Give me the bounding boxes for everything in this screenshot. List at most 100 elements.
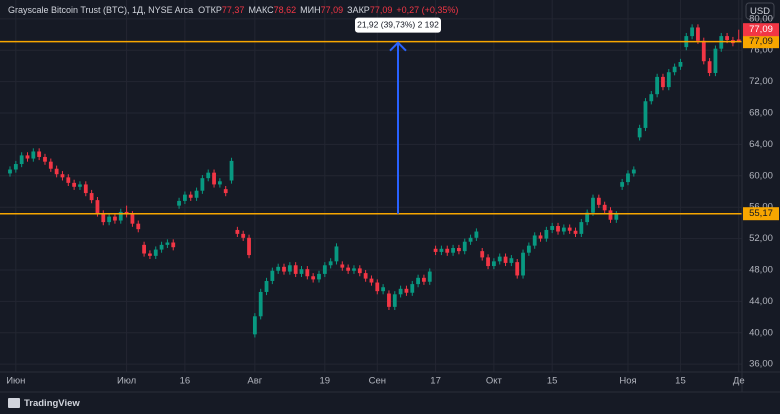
brand[interactable]: TradingView [8, 398, 80, 409]
candle-body [142, 244, 146, 254]
brand-logo [8, 398, 20, 408]
footer [0, 392, 780, 414]
legend-value: 77,09 [370, 5, 393, 15]
x-tick-label: 15 [675, 376, 686, 387]
candle-body [311, 276, 316, 280]
candle-body [346, 267, 351, 271]
candle-body [468, 237, 473, 242]
candle-body [328, 261, 333, 266]
legend-key: ОТКР [198, 5, 222, 15]
candle-body [352, 268, 356, 271]
last-price-label: 77,09 [749, 24, 773, 35]
candle-body [649, 94, 654, 102]
candle-body [66, 177, 71, 183]
x-tick-label: 16 [180, 376, 191, 387]
candle-body [282, 266, 286, 272]
candle-body [322, 265, 327, 274]
candle-body [148, 253, 152, 256]
candle-body [19, 155, 24, 165]
candle-body [672, 66, 677, 73]
x-tick-label: 19 [320, 376, 331, 387]
candle-body [398, 288, 403, 295]
candle-body [229, 160, 234, 181]
candle-body [387, 293, 391, 307]
candle-body [392, 294, 397, 307]
measure-label-box [355, 17, 441, 33]
candle-body [357, 268, 362, 274]
candle-body [661, 76, 665, 88]
candle-body [276, 266, 281, 271]
y-tick-label: 52,00 [749, 233, 773, 244]
candle-body [690, 27, 695, 37]
candle-body [107, 216, 112, 223]
candle-body [585, 212, 590, 223]
candle-body [427, 271, 432, 282]
candle-body [556, 226, 560, 232]
candle-body [293, 265, 298, 274]
last-price-box [743, 23, 779, 37]
x-tick-label: 17 [430, 376, 441, 387]
candle-body [404, 288, 409, 293]
candle-body [287, 265, 292, 272]
candle-body [130, 214, 135, 224]
candle-body [626, 173, 630, 183]
candle-body [83, 184, 88, 194]
candle-body [101, 213, 106, 223]
currency-box [745, 2, 775, 20]
x-tick-label: Де [733, 376, 745, 387]
currency-label: USD [750, 6, 770, 17]
candles [8, 24, 741, 338]
candle-body [655, 76, 660, 95]
candle-body [532, 235, 537, 246]
measure-arrowhead [389, 41, 407, 52]
y-tick-label: 48,00 [749, 264, 773, 275]
candle-body [521, 252, 525, 276]
candle-body [118, 211, 123, 221]
candle-body [212, 172, 216, 185]
legend-key: ЗАКР [347, 5, 370, 15]
y-tick-label: 72,00 [749, 76, 773, 87]
price-label: 55,17 [749, 208, 773, 219]
candle-body [183, 194, 187, 201]
y-tick-label: 80,00 [749, 13, 773, 24]
candle-body [78, 184, 82, 187]
candle-body [637, 127, 642, 138]
candle-body [445, 248, 450, 253]
candle-body [317, 273, 321, 280]
y-tick-label: 44,00 [749, 296, 773, 307]
candle-body [579, 222, 584, 234]
candle-body [736, 39, 741, 42]
candle-body [701, 40, 706, 62]
currency-button[interactable]: USD [745, 2, 775, 20]
candle-body [620, 182, 625, 187]
candle-body [433, 248, 438, 252]
candle-body [486, 257, 490, 267]
candle-body [153, 249, 158, 256]
y-tick-label: 64,00 [749, 139, 773, 150]
y-tick-label: 60,00 [749, 170, 773, 181]
legend-value: 77,09 [321, 5, 344, 15]
candle-body [37, 151, 42, 157]
candle-body [666, 72, 671, 88]
candle-body [457, 248, 461, 252]
candle-body [725, 36, 729, 41]
candle-body [136, 223, 141, 230]
candle-body [206, 172, 211, 179]
candle-body [252, 316, 257, 335]
candle-body [25, 155, 30, 159]
candle-body [643, 101, 648, 128]
candle-body [72, 182, 77, 187]
candle-body [614, 214, 619, 220]
candle-body [258, 291, 263, 317]
candle-body [13, 164, 18, 170]
candle-body [217, 181, 222, 185]
candle-body [567, 227, 572, 231]
candle-body [270, 270, 275, 281]
candle-body [334, 246, 339, 262]
candle-body [591, 197, 595, 213]
x-tick-label: Ноя [619, 376, 636, 387]
candle-body [515, 262, 520, 276]
legend-value: 78,62 [274, 5, 297, 15]
price-label-box [743, 207, 779, 221]
candle-body [538, 235, 543, 239]
